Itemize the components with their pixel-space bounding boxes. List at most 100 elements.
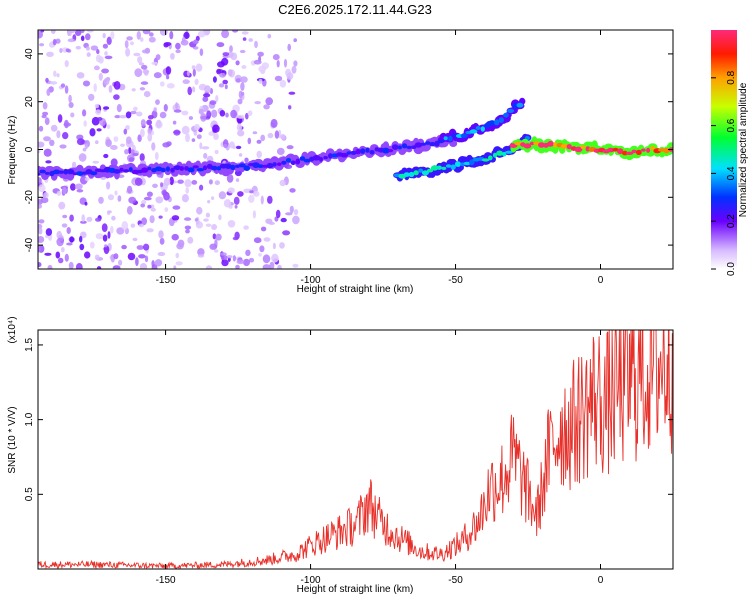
spectrogram-noise-blob [102,32,106,39]
spectrogram-ridge-core [475,126,481,130]
bottom-y-axis: 0.5 1.0 1.5 [24,338,673,501]
spectrogram-noise-blob [38,219,45,224]
colorbar-ticks: 0.0 0.2 0.4 0.6 0.8 [711,70,737,276]
spectrogram-noise-blob [98,56,104,64]
spectrogram-ridge-core [429,142,436,147]
spectrogram-noise-blob [40,30,45,33]
spectrogram-noise-blob [95,217,102,222]
spectrogram-noise-blob [146,228,154,233]
spectrogram-noise-blob [82,109,87,117]
spectrogram-noise-blob [173,265,177,269]
spectrogram-noise-blob [64,60,69,68]
spectrogram-noise-blob [56,73,60,78]
spectrogram-noise-blob [68,102,74,108]
spectrogram-noise-blob [169,31,174,40]
spectrogram-ridge-core [160,167,166,173]
spectrogram-noise-blob [96,128,102,132]
spectrogram-noise-blob [241,65,247,69]
spectrogram-noise-blob [159,237,165,245]
colorbar-tick-label: 0.4 [726,166,737,180]
spectrogram-ridge-core [123,169,130,173]
spectrogram-noise-blob [155,99,160,105]
spectrogram-noise-blob [76,138,85,146]
colorbar-tick-label: 0.2 [726,214,737,228]
top-y-axis-label: Frequency (Hz) [7,116,18,185]
spectrogram-noise-blob [159,30,168,36]
spectrogram-noise-blob [191,65,196,70]
spectrogram-noise-blob [209,243,218,250]
spectrogram-noise-blob [97,117,103,121]
spectrogram-noise-blob [172,120,177,125]
spectrogram-noise-blob [159,111,167,119]
spectrogram-noise-blob [96,266,102,269]
spectrogram-noise-blob [154,259,163,267]
spectrogram-noise-blob [175,252,180,259]
spectrogram-ridge-core [413,170,419,176]
spectrogram-noise-blob [132,152,139,157]
spectrogram-noise-blob [52,38,57,46]
spectrogram-ridge-core [488,155,493,161]
spectrogram-noise-blob [279,179,286,187]
spectrogram-noise-blob [106,36,112,45]
spectrogram-noise-blob [66,227,71,234]
spectrogram-ridge-core [437,140,445,144]
spectrogram-noise-blob [181,194,189,203]
spectrogram-noise-blob [160,182,164,188]
spectrogram-noise-blob [133,52,141,57]
spectrogram-noise-blob [82,80,91,87]
spectrogram-ridge-core [369,150,375,155]
spectrogram-noise-blob [139,263,148,269]
spectrogram-noise-blob [212,76,217,83]
spectrogram-noise-blob [75,30,82,36]
spectrogram-noise-blob [227,220,236,228]
spectrogram-noise-blob [274,75,283,82]
spectrogram-noise-blob [127,252,136,261]
spectrogram-noise-blob [197,30,206,38]
spectrogram-ridge-core [257,164,265,168]
spectrogram-noise-blob [124,149,129,155]
spectrogram-noise-blob [148,36,156,43]
spectrogram-noise-blob [121,244,127,250]
spectrogram-noise-blob [126,36,133,41]
spectrogram-ridge-core [147,166,152,171]
spectrogram-noise-blob [230,109,238,119]
spectrogram-noise-blob [44,252,52,256]
spectrogram-noise-blob [141,199,147,205]
spectrogram-ridge-core [346,151,352,155]
spectrogram-noise-blob [262,264,271,269]
spectrogram-ridge-core [388,149,394,153]
spectrogram-noise-blob [114,190,118,196]
spectrogram-ridge-core [90,171,98,176]
spectrogram-ridge-core [192,165,199,169]
spectrogram-noise-blob [199,142,203,150]
spectrogram-noise-blob [101,68,109,74]
spectrogram-noise-blob [265,97,274,106]
spectrogram-ridge-core [566,144,572,150]
spectrogram-noise-blob [105,139,112,148]
spectrogram-noise-blob [130,41,134,46]
spectrogram-noise-blob [84,201,88,206]
spectrogram-noise-blob [96,49,100,55]
spectrogram-ridge-core [403,172,410,177]
spectrogram-noise-blob [218,191,227,200]
spectrogram-noise-blob [232,255,236,262]
spectrogram-noise-blob [47,264,53,269]
y-tick-label: 20 [24,96,35,108]
spectrogram-noise-blob [282,230,291,236]
spectrogram-noise-blob [38,223,43,229]
spectrogram-ridge-core [512,102,519,109]
spectrogram-ridge-core [299,156,306,161]
spectrogram-ridge-core [421,170,429,176]
spectrogram-noise-blob [215,233,222,241]
spectrogram-noise-blob [275,209,281,219]
spectrogram-ridge-core [441,166,447,170]
spectrogram-ridge-core [340,152,349,158]
spectrogram-noise-blob [228,204,233,209]
spectrogram-noise-blob [139,153,145,162]
spectrogram-ridge-core [196,168,205,172]
y-multiplier-label: (x10⁴) [7,316,18,343]
spectrogram-noise-blob [59,48,63,53]
spectrogram-noise-blob [85,46,90,51]
spectrogram-noise-blob [46,51,54,57]
spectrogram-noise-blob [269,261,275,269]
